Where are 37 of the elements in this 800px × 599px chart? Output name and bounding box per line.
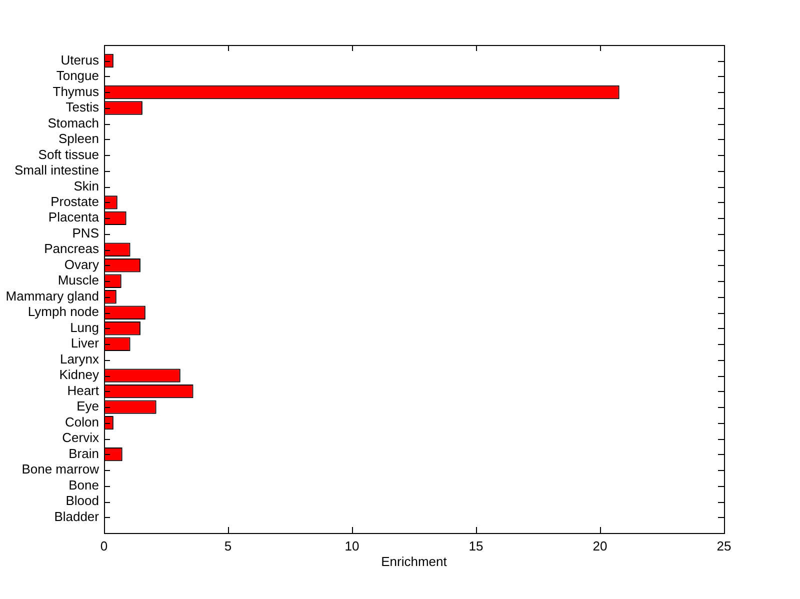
y-tick-label: Larynx bbox=[60, 351, 100, 366]
y-tick-label: Soft tissue bbox=[38, 146, 99, 162]
y-tick-label: Small intestine bbox=[14, 162, 99, 178]
y-tick-label: Liver bbox=[70, 336, 100, 351]
y-tick-label: Placenta bbox=[48, 210, 100, 225]
x-tick-label: 15 bbox=[468, 538, 484, 554]
y-tick-label: Mammary gland bbox=[6, 288, 99, 304]
y-tick-label: Spleen bbox=[58, 131, 99, 146]
x-tick-label: 20 bbox=[592, 538, 608, 554]
y-tick-label: Bone bbox=[68, 477, 99, 492]
y-tick-label: PNS bbox=[72, 225, 100, 240]
x-tick-label: 5 bbox=[224, 538, 232, 554]
x-axis-title: Enrichment bbox=[381, 554, 448, 569]
y-tick-label: Bladder bbox=[54, 508, 100, 524]
y-tick-label: Prostate bbox=[50, 194, 99, 209]
y-tick-label: Lymph node bbox=[28, 304, 99, 320]
y-tick-label: Testis bbox=[66, 100, 100, 115]
y-tick-label: Blood bbox=[66, 493, 99, 508]
y-tick-label: Colon bbox=[65, 414, 99, 430]
y-tick-label: Lung bbox=[70, 320, 99, 335]
y-tick-label: Skin bbox=[74, 178, 99, 194]
y-tick-label: Uterus bbox=[60, 52, 100, 68]
y-tick-label: Brain bbox=[68, 446, 99, 461]
y-tick-label: Tongue bbox=[56, 68, 99, 84]
x-tick-label: 25 bbox=[716, 538, 732, 554]
y-tick-label: Thymus bbox=[52, 84, 100, 99]
x-tick-label: 10 bbox=[344, 538, 360, 554]
y-tick-label: Eye bbox=[76, 398, 99, 414]
x-tick-label: 0 bbox=[100, 538, 108, 554]
y-tick-label: Kidney bbox=[59, 367, 100, 382]
y-tick-label: Cervix bbox=[62, 430, 100, 446]
y-tick-label: Muscle bbox=[58, 272, 99, 288]
y-tick-label: Pancreas bbox=[44, 241, 100, 256]
y-tick-label: Ovary bbox=[64, 256, 100, 272]
y-tick-label: Stomach bbox=[48, 115, 99, 130]
y-tick-label: Heart bbox=[67, 382, 100, 398]
y-tick-label: Bone marrow bbox=[22, 462, 100, 477]
